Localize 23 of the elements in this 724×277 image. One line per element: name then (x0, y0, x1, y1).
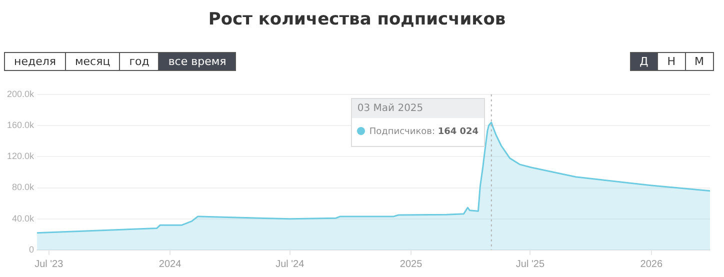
x-tick-label: 2026 (640, 258, 663, 270)
text: год (119, 52, 160, 71)
text: неделя (4, 52, 66, 71)
x-tick-label: Jul '25 (516, 258, 545, 270)
text: Д (630, 52, 658, 71)
y-tick-label: 120.0k (6, 151, 35, 162)
annotation: 164 024 (438, 127, 479, 138)
text: М (684, 52, 714, 71)
y-tick-label: 80.0k (12, 182, 35, 192)
text: все время (158, 52, 236, 71)
x-tick-label: Jul '24 (276, 258, 305, 270)
x-tick-label: Jul '23 (34, 258, 64, 270)
legend-label: Подписчиков: (369, 127, 435, 138)
chart-title: Рост количества подписчиков (208, 10, 506, 30)
y-tick-label: 160.0k (6, 120, 35, 130)
text: Н (657, 52, 686, 71)
y-tick-label: 200.0k (6, 88, 35, 99)
x-tick-label: 2024 (158, 258, 182, 270)
y-tick-label: 40.0k (12, 213, 35, 224)
annotation: 03 Май 2025 (352, 99, 484, 118)
y-tick-label: 0 (29, 244, 34, 254)
x-tick-label: 2025 (400, 258, 423, 270)
text: месяц (64, 52, 120, 71)
